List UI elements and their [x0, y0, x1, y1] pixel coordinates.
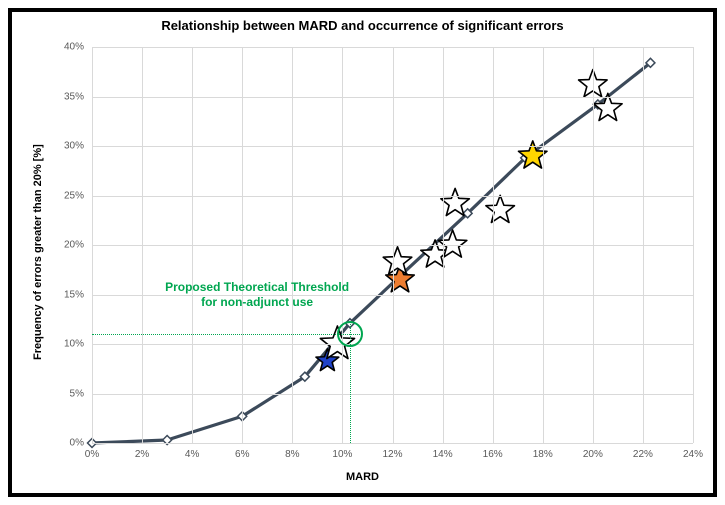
y-axis-title: Frequency of errors greater than 20% [%]: [28, 12, 48, 493]
grid-line-v: [92, 47, 93, 443]
grid-line-v: [192, 47, 193, 443]
chart-outer-frame: Relationship between MARD and occurrence…: [0, 0, 725, 505]
x-axis-title: MARD: [12, 471, 713, 483]
x-tick-label: 22%: [633, 449, 653, 460]
y-tick-label: 15%: [54, 289, 84, 300]
grid-line-v: [543, 47, 544, 443]
threshold-label-line1: Proposed Theoretical Threshold: [165, 280, 349, 294]
grid-line-v: [443, 47, 444, 443]
plot-area: 0%5%10%15%20%25%30%35%40%0%2%4%6%8%10%12…: [92, 47, 693, 443]
grid-line-v: [142, 47, 143, 443]
threshold-circle: [337, 321, 363, 347]
data-star-marker: [486, 195, 515, 222]
y-tick-label: 25%: [54, 190, 84, 201]
x-tick-label: 6%: [235, 449, 249, 460]
chart-frame: Relationship between MARD and occurrence…: [8, 8, 717, 497]
y-tick-label: 0%: [54, 438, 84, 449]
threshold-label: Proposed Theoretical Thresholdfor non-ad…: [147, 280, 367, 311]
y-tick-label: 5%: [54, 388, 84, 399]
y-tick-label: 10%: [54, 339, 84, 350]
grid-line-v: [292, 47, 293, 443]
grid-line-v: [242, 47, 243, 443]
x-tick-label: 20%: [583, 449, 603, 460]
grid-line-v: [393, 47, 394, 443]
threshold-horizontal-line: [92, 334, 360, 335]
x-tick-label: 12%: [382, 449, 402, 460]
grid-line-v: [493, 47, 494, 443]
x-tick-label: 2%: [135, 449, 149, 460]
grid-line-v: [643, 47, 644, 443]
grid-line-v: [342, 47, 343, 443]
y-tick-label: 40%: [54, 42, 84, 53]
x-tick-label: 24%: [683, 449, 703, 460]
x-tick-label: 0%: [85, 449, 99, 460]
grid-line-h: [92, 443, 693, 444]
x-tick-label: 10%: [332, 449, 352, 460]
x-tick-label: 8%: [285, 449, 299, 460]
x-tick-label: 4%: [185, 449, 199, 460]
grid-line-v: [693, 47, 694, 443]
y-tick-label: 35%: [54, 91, 84, 102]
y-tick-label: 30%: [54, 141, 84, 152]
x-tick-label: 16%: [483, 449, 503, 460]
chart-title: Relationship between MARD and occurrence…: [12, 18, 713, 33]
x-tick-label: 18%: [533, 449, 553, 460]
data-line: [92, 63, 650, 443]
grid-line-v: [593, 47, 594, 443]
threshold-label-line2: for non-adjunct use: [201, 295, 313, 309]
x-tick-label: 14%: [433, 449, 453, 460]
y-tick-label: 20%: [54, 240, 84, 251]
